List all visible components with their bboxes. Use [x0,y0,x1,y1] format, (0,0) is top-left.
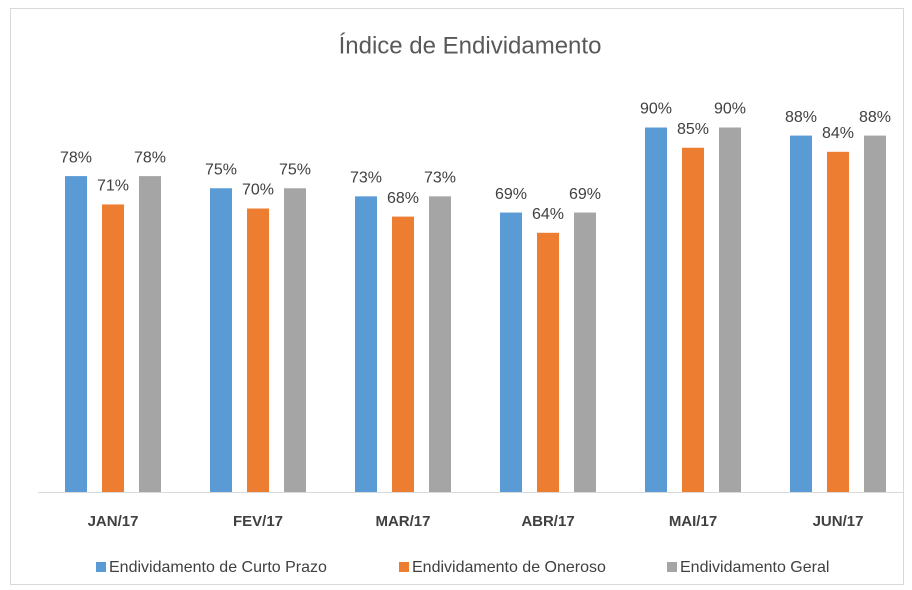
data-label: 78% [134,149,166,166]
x-tick-label: MAI/17 [669,513,717,530]
bar [65,176,87,492]
legend-swatch [96,562,106,572]
bar [500,212,522,493]
data-label: 70% [242,182,274,199]
data-label: 69% [495,186,527,203]
legend-swatch [399,562,409,572]
bar [682,147,704,492]
bar [355,196,377,492]
data-label: 73% [424,170,456,187]
bar [392,216,414,492]
x-tick-label: ABR/17 [521,513,574,530]
chart-title: Índice de Endividamento [339,32,602,59]
bar [537,232,559,493]
x-tick-label: FEV/17 [233,513,283,530]
bar [719,127,741,492]
legend-label: Endividamento de Curto Prazo [109,559,327,576]
data-label: 75% [205,161,237,178]
bar [790,135,812,492]
data-label: 90% [714,101,746,118]
data-label: 78% [60,149,92,166]
data-label: 73% [350,170,382,187]
data-label: 85% [677,121,709,138]
bar [864,135,886,492]
data-label: 68% [387,190,419,207]
legend-label: Endividamento Geral [680,559,829,576]
bar [429,196,451,492]
legend-label: Endividamento de Oneroso [412,559,606,576]
bar [827,151,849,493]
data-label: 84% [822,125,854,142]
data-label: 64% [532,206,564,223]
legend-swatch [667,562,677,572]
x-tick-label: JUN/17 [813,513,864,530]
bar [645,127,667,492]
data-label: 88% [785,109,817,126]
data-label: 75% [279,161,311,178]
x-tick-label: JAN/17 [88,513,139,530]
data-label: 69% [569,186,601,203]
bar [247,208,269,492]
bar [284,188,306,492]
bar [210,188,232,492]
data-label: 90% [640,101,672,118]
bar [574,212,596,493]
bar [102,204,124,492]
x-tick-label: MAR/17 [375,513,430,530]
bar [139,176,161,492]
data-label: 88% [859,109,891,126]
data-label: 71% [97,178,129,195]
